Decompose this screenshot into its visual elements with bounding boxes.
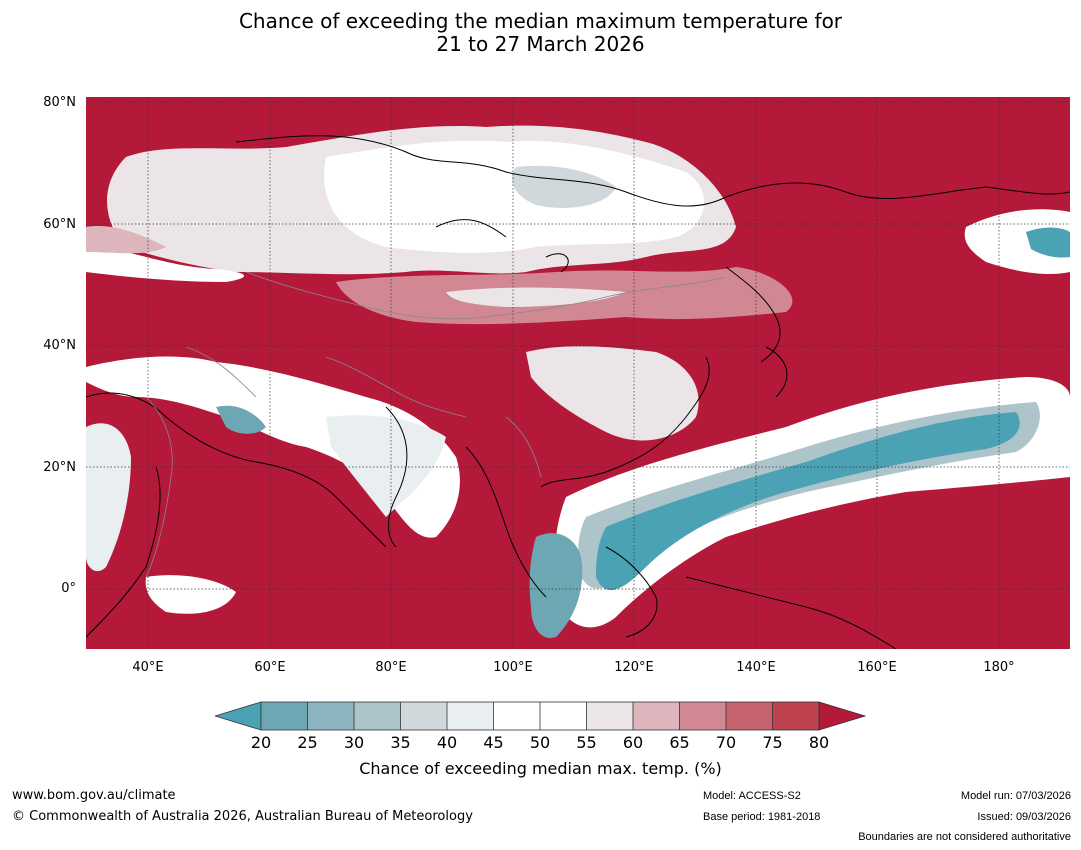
colorbar-tick-35: 35 — [390, 733, 411, 752]
issued-text: Issued: 09/03/2026 — [977, 811, 1071, 823]
map-svg — [86, 97, 1070, 649]
colorbar-tick-60: 60 — [622, 733, 644, 752]
colorbar-bin-75-80 — [772, 702, 819, 730]
colorbar-high-extend — [818, 701, 867, 731]
colorbar-tick-25: 25 — [297, 733, 318, 752]
copyright-text: © Commonwealth of Australia 2026, Austra… — [12, 809, 473, 824]
colorbar-tick-65: 65 — [669, 733, 690, 752]
title-line-2: 21 to 27 March 2026 — [436, 32, 645, 56]
lat-label-80n: 80°N — [43, 95, 76, 110]
region-central-asia-light — [446, 287, 626, 307]
region-africa-light — [86, 423, 131, 572]
lon-label-180: 180° — [983, 660, 1015, 675]
colorbar-bin-50-55 — [540, 702, 587, 730]
colorbar — [215, 701, 867, 731]
colorbar-bin-20-25 — [261, 702, 308, 730]
region-pacific-teal — [596, 412, 1020, 591]
colorbar-bin-65-70 — [679, 702, 726, 730]
colorbar-bin-70-75 — [726, 702, 773, 730]
region-middle-east-white — [86, 356, 460, 538]
region-northwest-pink — [86, 226, 166, 254]
region-north-asia-grey — [512, 165, 616, 208]
colorbar-low-extend — [215, 701, 262, 731]
colorbar-tick-55: 55 — [576, 733, 597, 752]
lat-label-20n: 20°N — [43, 460, 76, 475]
colorbar-bin-45-50 — [493, 702, 540, 730]
lon-label-60e: 60°E — [254, 660, 286, 675]
lon-label-160e: 160°E — [857, 660, 897, 675]
model-text: Model: ACCESS-S2 — [703, 790, 801, 802]
colorbar-tick-20: 20 — [250, 733, 272, 752]
lat-label-0: 0° — [61, 581, 76, 596]
colorbar-bin-35-40 — [400, 702, 447, 730]
colorbar-tick-80: 80 — [808, 733, 830, 752]
colorbar-bin-40-45 — [447, 702, 494, 730]
colorbar-tick-40: 40 — [436, 733, 458, 752]
country-borders — [145, 271, 727, 578]
chart-title: Chance of exceeding the median maximum t… — [0, 10, 1081, 56]
region-west-white — [86, 247, 245, 282]
colorbar-tick-50: 50 — [529, 733, 551, 752]
coastlines — [86, 135, 1070, 649]
region-china-white — [526, 346, 699, 441]
lon-label-40e: 40°E — [132, 660, 164, 675]
lon-label-80e: 80°E — [375, 660, 407, 675]
lon-label-140e: 140°E — [736, 660, 776, 675]
website-link[interactable]: www.bom.gov.au/climate — [12, 788, 176, 803]
region-bering-teal — [1026, 227, 1070, 258]
region-india-light — [326, 415, 446, 517]
lon-label-120e: 120°E — [614, 660, 654, 675]
region-africa-white — [145, 575, 236, 614]
colorbar-bin-55-60 — [586, 702, 633, 730]
forecast-map — [86, 97, 1070, 649]
colorbar-tick-75: 75 — [762, 733, 783, 752]
region-scs-teal — [529, 533, 583, 638]
map-gridlines — [86, 97, 1070, 649]
colorbar-label: Chance of exceeding median max. temp. (%… — [359, 759, 722, 778]
model-run-text: Model run: 07/03/2026 — [960, 790, 1071, 802]
colorbar-tick-45: 45 — [483, 733, 504, 752]
region-north-asia-white — [324, 140, 705, 253]
colorbar-tick-30: 30 — [343, 733, 365, 752]
lon-label-100e: 100°E — [493, 660, 533, 675]
region-bering-white — [964, 209, 1070, 274]
colorbar-bin-60-65 — [633, 702, 680, 730]
title-line-1: Chance of exceeding the median maximum t… — [238, 9, 843, 33]
colorbar-tick-70: 70 — [715, 733, 737, 752]
colorbar-bin-25-30 — [307, 702, 354, 730]
colorbar-dividers — [260, 701, 820, 731]
base-period-text: Base period: 1981-2018 — [703, 811, 821, 823]
lat-label-60n: 60°N — [43, 217, 76, 232]
lat-label-40n: 40°N — [43, 338, 76, 353]
colorbar-bin-30-35 — [354, 702, 401, 730]
region-arabia-teal — [216, 405, 266, 434]
boundaries-disclaimer: Boundaries are not considered authoritat… — [858, 831, 1071, 843]
